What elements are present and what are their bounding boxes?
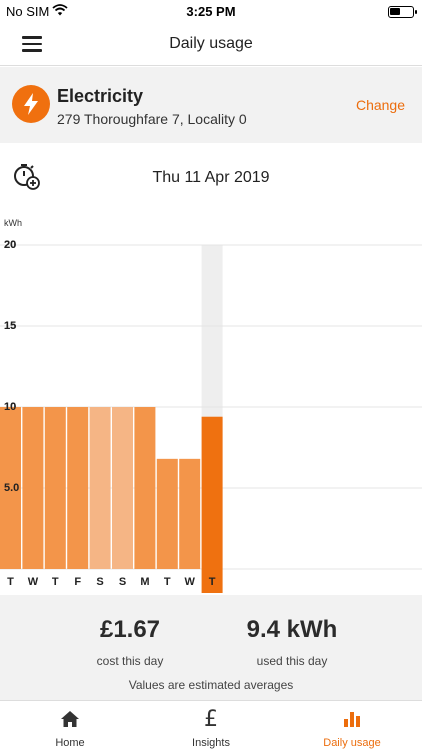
menu-icon[interactable] [22, 36, 42, 52]
x-tick-label: T [7, 576, 14, 588]
battery-icon [388, 6, 417, 18]
bar [44, 407, 66, 569]
tab-home[interactable]: Home [0, 701, 140, 750]
lightning-bolt-icon [12, 85, 50, 123]
estimate-note: Values are estimated averages [128, 678, 294, 692]
y-tick-label-overlay: 15 [4, 320, 16, 332]
y-tick-label: 15 [4, 320, 16, 332]
x-tick-label: T [52, 576, 59, 588]
bar [201, 416, 223, 569]
bar [67, 407, 89, 569]
x-tick-label: F [74, 576, 81, 588]
bar [156, 458, 178, 569]
tab-daily-usage[interactable]: Daily usage [282, 701, 422, 750]
navigation-bar: Daily usage [0, 22, 422, 66]
x-tick-label: S [119, 576, 126, 588]
x-tick-label: S [96, 576, 103, 588]
x-tick-label: W [185, 576, 196, 588]
y-unit-label: kWh [4, 218, 22, 228]
selected-date: Thu 11 Apr 2019 [152, 169, 270, 186]
day-summary: £1.67 cost this day 9.4 kWh used this da… [0, 595, 422, 700]
bar [112, 407, 133, 569]
x-tick-label: M [140, 576, 149, 588]
cost-label: cost this day [96, 654, 164, 668]
bar [179, 458, 201, 569]
y-tick-label-overlay: 5.0 [4, 482, 19, 494]
bar [89, 407, 111, 569]
bar-chart-icon [282, 709, 422, 734]
tab-bar: Home £ Insights Daily usage [0, 700, 422, 750]
bar [0, 407, 21, 569]
tab-daily-usage-label: Daily usage [323, 737, 381, 749]
page-title: Daily usage [169, 35, 253, 52]
tab-insights[interactable]: £ Insights [141, 701, 281, 750]
usage-value: 9.4 kWh [246, 616, 338, 643]
x-tick-label: W [28, 576, 39, 588]
change-button[interactable]: Change [355, 97, 405, 113]
stopwatch-icon[interactable] [12, 162, 40, 195]
y-tick-label-overlay: 10 [4, 401, 16, 413]
date-bar: Thu 11 Apr 2019 [0, 143, 422, 211]
pound-icon: £ [204, 707, 218, 732]
usage-chart: kWh2015105.0TWTFSSMTWT2015105.0 [0, 211, 422, 595]
status-bar: No SIM 3:25 PM [0, 0, 422, 22]
x-tick-label: T [164, 576, 171, 588]
cost-value: £1.67 [99, 616, 161, 643]
meter-name: Electricity [57, 86, 144, 106]
meter-address: 279 Thoroughfare 7, Locality 0 [57, 111, 247, 127]
x-tick-label: T [209, 576, 216, 588]
wifi-icon [52, 4, 68, 19]
bar-chart: kWh2015105.0TWTFSSMTWT2015105.0 [0, 218, 422, 593]
meter-header: Electricity 279 Thoroughfare 7, Locality… [0, 67, 422, 143]
selected-day-tab [201, 569, 223, 593]
clock: 3:25 PM [186, 4, 236, 19]
y-tick-label: 20 [4, 239, 16, 251]
bar [134, 407, 156, 569]
tab-home-label: Home [55, 737, 85, 749]
y-tick-label-overlay: 20 [4, 239, 16, 251]
usage-label: used this day [256, 654, 328, 668]
carrier-label: No SIM [6, 4, 50, 19]
home-icon [0, 709, 140, 734]
bar [22, 407, 44, 569]
tab-insights-label: Insights [192, 737, 230, 749]
